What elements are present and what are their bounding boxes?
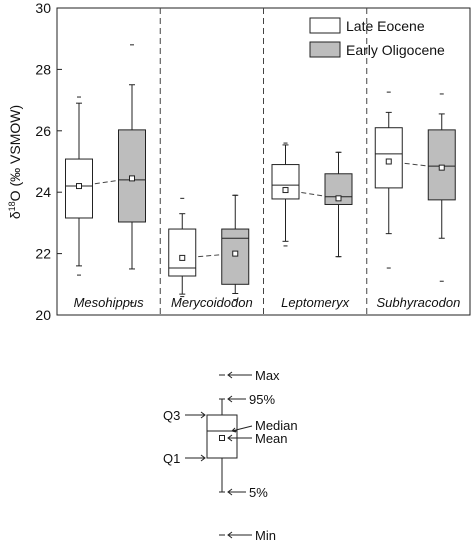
key-label: 5% [249,485,268,500]
box [221,228,250,285]
category-label: Subhyracodon [376,295,460,310]
y-tick-label: 26 [35,123,51,139]
category-label: Merycoidodon [171,295,253,310]
legend-label: Early Oligocene [346,42,445,58]
legend-label: Late Eocene [346,18,425,34]
mean [129,175,135,182]
legend-swatch [309,41,341,58]
mean [335,195,342,202]
category-label: Mesohippus [74,295,145,310]
key-label: 95% [249,392,275,407]
category-label: Leptomeryx [281,295,349,310]
legend-swatch [309,17,341,34]
key-diagram [185,371,253,539]
y-tick-label: 30 [35,0,51,16]
mean [282,187,289,194]
key-label: Q1 [163,451,180,466]
y-axis-label: δ18O (‰ VSMOW) [7,105,23,219]
mean [438,164,445,171]
box [168,228,197,277]
y-tick-label: 28 [35,61,51,77]
mean [179,254,186,261]
key-label: Median [255,418,298,433]
y-tick-label: 22 [35,246,51,262]
key-label: Max [255,368,280,383]
key-label: Q3 [163,408,180,423]
mean [385,158,392,165]
mean [76,183,82,190]
box [271,164,300,200]
y-tick-label: 20 [35,307,51,323]
mean [232,250,239,257]
key-label: Mean [255,431,288,446]
key-labels: Max 95% Q3 Median Mean Q1 5% Min [163,368,298,543]
y-tick-label: 24 [35,184,51,200]
box [374,127,403,189]
key-label: Min [255,528,276,543]
